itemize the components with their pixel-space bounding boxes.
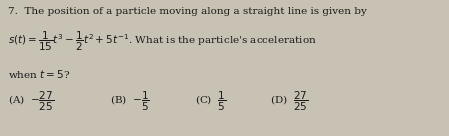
Text: when $t = 5$?: when $t = 5$? (8, 68, 70, 80)
Text: (C)  $\dfrac{1}{5}$: (C) $\dfrac{1}{5}$ (195, 90, 226, 113)
Text: 7.  The position of a particle moving along a straight line is given by: 7. The position of a particle moving alo… (8, 7, 367, 16)
Text: $s(t) = \dfrac{1}{15}t^3 - \dfrac{1}{2}t^2 + 5t^{-1}$. What is the particle's ac: $s(t) = \dfrac{1}{15}t^3 - \dfrac{1}{2}t… (8, 30, 317, 53)
Text: (A)  $-\dfrac{27}{25}$: (A) $-\dfrac{27}{25}$ (8, 90, 54, 113)
Text: (B)  $-\dfrac{1}{5}$: (B) $-\dfrac{1}{5}$ (110, 90, 150, 113)
Text: (D)  $\dfrac{27}{25}$: (D) $\dfrac{27}{25}$ (270, 90, 308, 113)
